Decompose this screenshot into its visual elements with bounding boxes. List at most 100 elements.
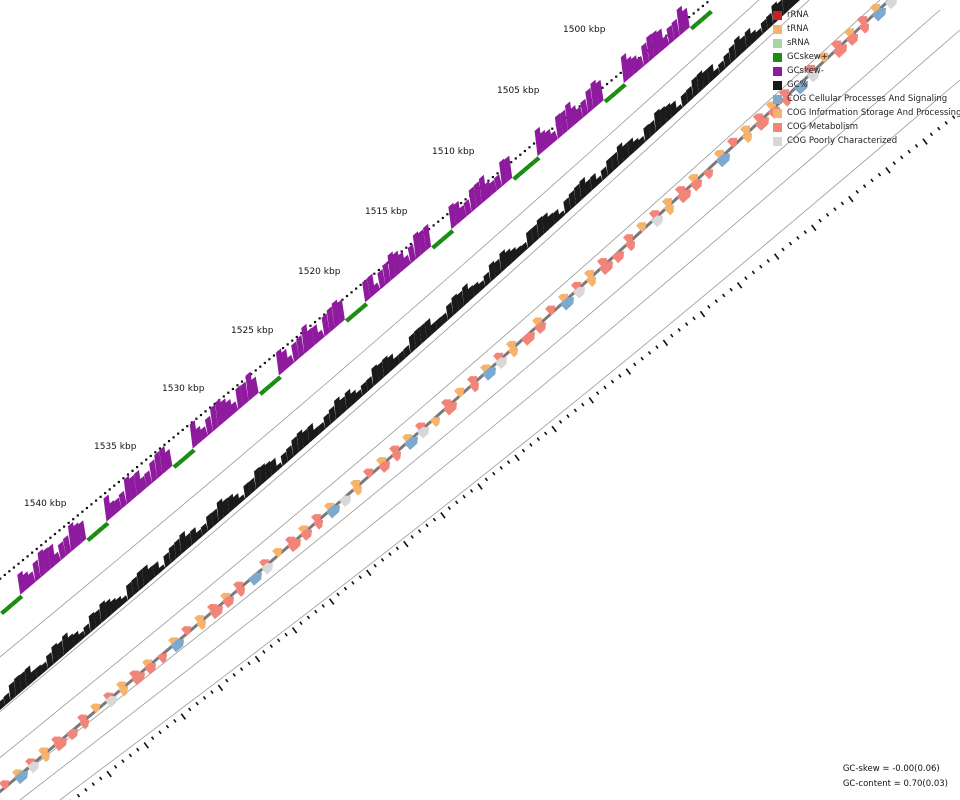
legend-label: tRNA: [787, 24, 809, 34]
gc-content-bar: [222, 497, 230, 518]
tick-dot: [240, 380, 244, 383]
inner-tick: [759, 264, 763, 269]
gene-arrow: [533, 322, 547, 335]
kbp-label: 1530 kbp: [162, 384, 205, 394]
gc-skew-bar: [159, 445, 168, 475]
inner-tick: [595, 391, 600, 396]
gene-arrow: [793, 80, 809, 95]
gene-arrow: [702, 169, 714, 180]
gc-content-bar: [563, 197, 571, 215]
guide-line: [0, 0, 810, 713]
gc-skew-track: [0, 5, 713, 615]
gc-content-bar: [536, 215, 544, 239]
tick-dot: [67, 521, 70, 524]
gc-skew-bar: [235, 385, 244, 410]
gene-arrow: [40, 752, 51, 763]
gene-arrow: [572, 287, 586, 299]
gene-arrow: [352, 485, 363, 496]
gc-content-bar: [264, 460, 272, 481]
tick-dot: [409, 242, 412, 246]
inner-tick: [299, 621, 303, 626]
tick-dot: [94, 499, 98, 502]
gene-arrow: [53, 738, 68, 752]
gc-skew-bar: [559, 109, 568, 135]
tick-dot: [496, 172, 499, 175]
guide-line: [19, 29, 960, 800]
gene-arrow: [261, 563, 274, 575]
legend-label: COG Cellular Processes And Signaling: [787, 94, 948, 104]
inner-tick: [811, 224, 817, 232]
inner-tick: [833, 207, 837, 212]
gc-content-bar: [793, 0, 800, 5]
tick-dot: [122, 477, 125, 480]
tick-dot: [186, 425, 189, 428]
gc-content-bar: [254, 466, 262, 490]
gc-skew-bar: [362, 278, 371, 303]
gc-content-bar: [707, 63, 715, 84]
inner-tick: [951, 115, 956, 120]
inner-tick: [351, 581, 355, 585]
tick-dot: [209, 406, 212, 409]
gene-arrow: [884, 0, 897, 10]
gc-skew-bar: [671, 18, 680, 41]
gc-skew-bar: [164, 448, 173, 471]
inner-tick: [922, 138, 928, 145]
inner-tick: [336, 592, 340, 597]
gene-arrow: [27, 761, 40, 774]
inner-tick: [929, 132, 934, 137]
tick-dot: [619, 71, 622, 75]
legend-item: GCskew-: [773, 64, 960, 78]
gc-content-bar: [462, 283, 470, 306]
gc-skew-bar: [641, 42, 650, 66]
gene-arrow: [79, 719, 90, 730]
gc-skew-bar: [349, 311, 358, 319]
inner-tick: [937, 126, 941, 131]
gene-arrow: [650, 215, 664, 228]
gc-skew-bar: [448, 202, 457, 230]
tick-dot: [355, 287, 358, 290]
inner-tick: [358, 575, 362, 580]
gc-skew-bar: [704, 10, 713, 18]
gc-content-bar: [691, 75, 699, 98]
tick-dot: [300, 332, 303, 335]
tick-dot: [272, 354, 276, 357]
legend-item: rRNA: [773, 8, 960, 22]
tick-dot: [400, 250, 403, 253]
legend-item: COG Metabolism: [773, 120, 960, 134]
gc-content-bar: [83, 623, 91, 637]
inner-tick: [91, 782, 95, 787]
gc-skew-bar: [101, 521, 110, 529]
gene-arrow: [0, 780, 10, 790]
gc-skew-bar: [355, 306, 364, 314]
guide-line: [59, 79, 960, 800]
inner-tick: [914, 144, 919, 148]
gene-arrow: [858, 23, 870, 34]
tick-dot: [318, 317, 321, 320]
gene-arrow: [105, 696, 118, 708]
tick-dot: [610, 79, 613, 82]
gene-arrow: [676, 189, 692, 204]
gc-skew-bar: [453, 200, 462, 225]
legend-swatch: [773, 80, 782, 90]
gc-content-bar: [360, 381, 368, 397]
gene-arrow: [248, 572, 263, 586]
inner-tick: [380, 558, 385, 562]
gc-content-bar: [408, 332, 416, 354]
inner-tick: [217, 684, 224, 692]
tick-dot: [551, 127, 554, 130]
tick-dot: [99, 495, 102, 498]
gc-skew-bar: [78, 520, 87, 544]
inner-tick: [885, 167, 891, 174]
gc-content-bar: [718, 60, 726, 74]
inner-tick: [647, 351, 652, 355]
gc-skew-bar: [539, 129, 548, 152]
tick-dot: [532, 142, 536, 145]
inner-tick: [677, 328, 681, 332]
inner-tick: [855, 190, 859, 194]
gc-content-bar: [622, 142, 630, 162]
tick-dot: [195, 417, 198, 420]
gc-content-bar: [206, 512, 214, 532]
tick-dot: [8, 570, 11, 573]
gene-arrow: [196, 620, 207, 631]
